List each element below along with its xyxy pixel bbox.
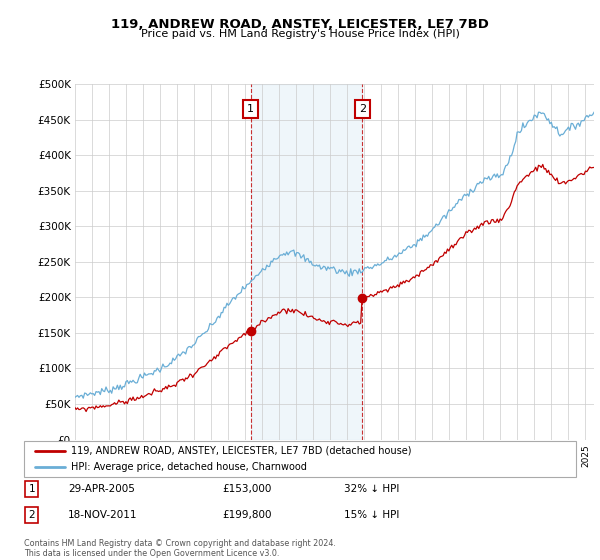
Text: 1: 1 <box>247 104 254 114</box>
Text: 119, ANDREW ROAD, ANSTEY, LEICESTER, LE7 7BD: 119, ANDREW ROAD, ANSTEY, LEICESTER, LE7… <box>111 18 489 31</box>
Text: 15% ↓ HPI: 15% ↓ HPI <box>344 510 400 520</box>
Bar <box>251 84 362 440</box>
Text: 119, ANDREW ROAD, ANSTEY, LEICESTER, LE7 7BD (detached house): 119, ANDREW ROAD, ANSTEY, LEICESTER, LE7… <box>71 446 412 455</box>
Text: Price paid vs. HM Land Registry's House Price Index (HPI): Price paid vs. HM Land Registry's House … <box>140 29 460 39</box>
Text: HPI: Average price, detached house, Charnwood: HPI: Average price, detached house, Char… <box>71 463 307 472</box>
Text: 2: 2 <box>28 510 35 520</box>
Text: £153,000: £153,000 <box>223 484 272 494</box>
Text: 2: 2 <box>359 104 366 114</box>
Text: 32% ↓ HPI: 32% ↓ HPI <box>344 484 400 494</box>
FancyBboxPatch shape <box>24 441 576 477</box>
Text: 1: 1 <box>28 484 35 494</box>
Text: Contains HM Land Registry data © Crown copyright and database right 2024.
This d: Contains HM Land Registry data © Crown c… <box>24 539 336 558</box>
Text: £199,800: £199,800 <box>223 510 272 520</box>
Text: 18-NOV-2011: 18-NOV-2011 <box>68 510 137 520</box>
Text: 29-APR-2005: 29-APR-2005 <box>68 484 135 494</box>
